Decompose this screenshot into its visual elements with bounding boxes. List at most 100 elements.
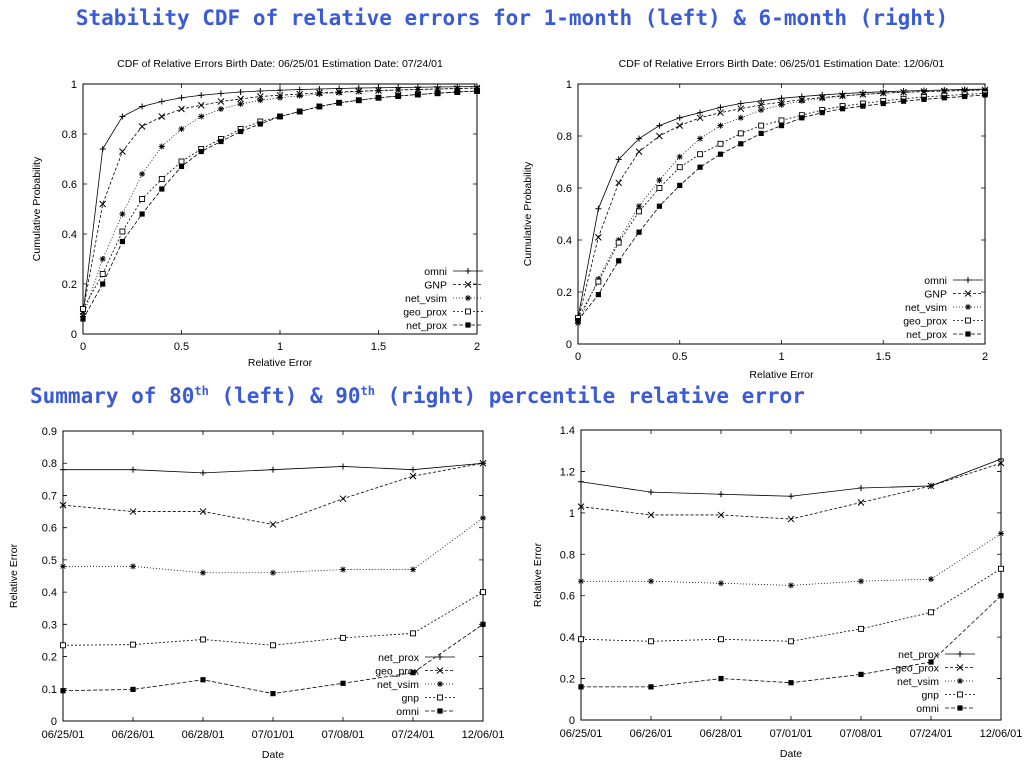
series-line-GNP	[577, 89, 986, 321]
legend-marker-net_prox	[465, 322, 471, 328]
legend-marker-geo_prox	[956, 664, 964, 671]
legend-marker-GNP	[464, 281, 472, 288]
data-point-GNP	[197, 101, 205, 109]
data-point-net_prox	[238, 128, 244, 135]
y-axis-label: Cumulative Probability	[522, 161, 534, 266]
legend-label-net_prox: net_prox	[378, 652, 420, 664]
data-point-omni	[615, 156, 622, 163]
y-tick-label: 1.2	[560, 466, 575, 478]
series-line-net_vsim	[581, 533, 1002, 586]
series-line-net_prox	[82, 90, 478, 320]
x-tick-label: 06/28/01	[700, 728, 743, 740]
series-net_vsim	[578, 530, 1004, 589]
data-point-net_vsim	[454, 85, 461, 92]
y-tick-label: 0	[71, 329, 77, 341]
legend-label-gnp: gnp	[401, 693, 419, 705]
series-line-net_prox	[580, 458, 1002, 497]
series-net_prox	[578, 456, 1004, 500]
data-point-GNP	[635, 148, 643, 155]
data-point-net_vsim	[217, 106, 224, 112]
data-point-geo_prox	[758, 122, 765, 129]
x-axis-label: Relative Error	[248, 357, 313, 369]
data-point-geo_prox	[857, 499, 865, 506]
data-point-net_vsim	[355, 88, 362, 95]
series-net_prox	[80, 88, 480, 322]
x-tick-label: 1.5	[371, 341, 386, 353]
data-point-geo_prox	[787, 515, 795, 523]
series-gnp	[578, 565, 1004, 645]
data-point-net_prox	[575, 318, 581, 324]
legend-label-omni: omni	[424, 266, 447, 278]
legend-marker-geo_prox	[465, 308, 471, 315]
data-point-GNP	[138, 123, 146, 130]
data-point-omni	[270, 691, 276, 697]
y-tick-label: 0.4	[557, 235, 572, 247]
percentile-90-chart: 0 0.2 0.4 0.6 0.8 1 1.2 1.4 06/25/01 06/26/01 06/2…	[532, 425, 1023, 760]
x-tick-label: 2	[982, 351, 988, 363]
series-net_vsim	[80, 85, 480, 320]
data-point-net_prox	[257, 121, 263, 127]
data-point-geo_prox	[409, 472, 417, 480]
data-point-geo_prox	[479, 459, 487, 467]
data-point-net_prox	[60, 466, 66, 473]
y-tick-label: 0.2	[560, 674, 575, 686]
y-tick-label: 1	[566, 79, 572, 91]
data-point-net_vsim	[819, 95, 826, 102]
data-point-net_prox	[778, 123, 785, 129]
data-point-net_prox	[697, 164, 703, 170]
data-point-net_vsim	[928, 576, 934, 583]
data-point-net_vsim	[474, 85, 480, 91]
data-point-net_vsim	[375, 87, 382, 94]
superscript-th-right: th	[360, 384, 375, 398]
data-point-gnp	[340, 634, 346, 641]
data-point-net_vsim	[178, 126, 185, 132]
series-gnp	[60, 589, 486, 649]
legend-marker-omni	[437, 708, 443, 714]
data-point-omni	[60, 688, 66, 694]
percentile-80-chart: 0 0.1 0.2 0.3 0.4 0.5 0.6 0.7 0.8 0.9 06/25/01 06/2…	[8, 426, 504, 761]
y-axis-label: Relative Error	[8, 543, 20, 608]
x-tick-label: 1	[778, 351, 784, 363]
data-point-geo_prox	[339, 495, 347, 503]
data-point-omni	[788, 680, 794, 686]
data-point-net_prox	[738, 141, 744, 147]
data-point-GNP	[99, 200, 107, 208]
data-point-net_prox	[636, 229, 642, 235]
legend-label-net_prox: net_prox	[906, 329, 948, 341]
data-point-GNP	[119, 148, 126, 155]
data-point-net_vsim	[998, 530, 1004, 537]
data-point-omni	[718, 675, 724, 682]
y-tick-label: 1	[569, 508, 575, 520]
data-point-omni	[217, 90, 224, 97]
data-point-net_vsim	[200, 569, 206, 576]
y-tick-label: 0.3	[42, 619, 57, 631]
y-tick-label: 0.2	[62, 279, 77, 291]
data-point-omni	[340, 680, 346, 686]
data-point-net_prox	[677, 182, 683, 188]
data-point-geo_prox	[139, 196, 146, 202]
legend-marker-net_prox	[965, 331, 971, 337]
x-tick-label: 1	[277, 341, 283, 353]
data-point-net_prox	[80, 316, 86, 322]
x-tick-label: 06/28/01	[182, 729, 225, 741]
y-tick-label: 0.5	[42, 555, 57, 567]
superscript-th-left: th	[194, 384, 209, 398]
data-point-geo_prox	[99, 271, 106, 277]
y-tick-label: 0	[51, 716, 57, 728]
data-point-net_prox	[454, 89, 460, 95]
data-point-GNP	[757, 101, 765, 109]
data-point-net_prox	[717, 151, 724, 157]
x-axis-label: Relative Error	[749, 369, 814, 381]
data-point-geo_prox	[59, 501, 67, 509]
x-tick-label: 12/06/01	[980, 728, 1023, 740]
data-point-net_prox	[130, 466, 136, 473]
data-point-net_vsim	[139, 171, 146, 177]
data-point-geo_prox	[717, 511, 725, 519]
legend-label-GNP: GNP	[424, 280, 447, 292]
data-point-geo_prox	[119, 228, 126, 235]
legend-marker-net_vsim	[965, 304, 971, 310]
data-point-net_prox	[982, 92, 988, 98]
data-point-net_vsim	[198, 113, 205, 120]
data-point-net_vsim	[778, 101, 785, 108]
data-point-net_vsim	[718, 580, 724, 587]
